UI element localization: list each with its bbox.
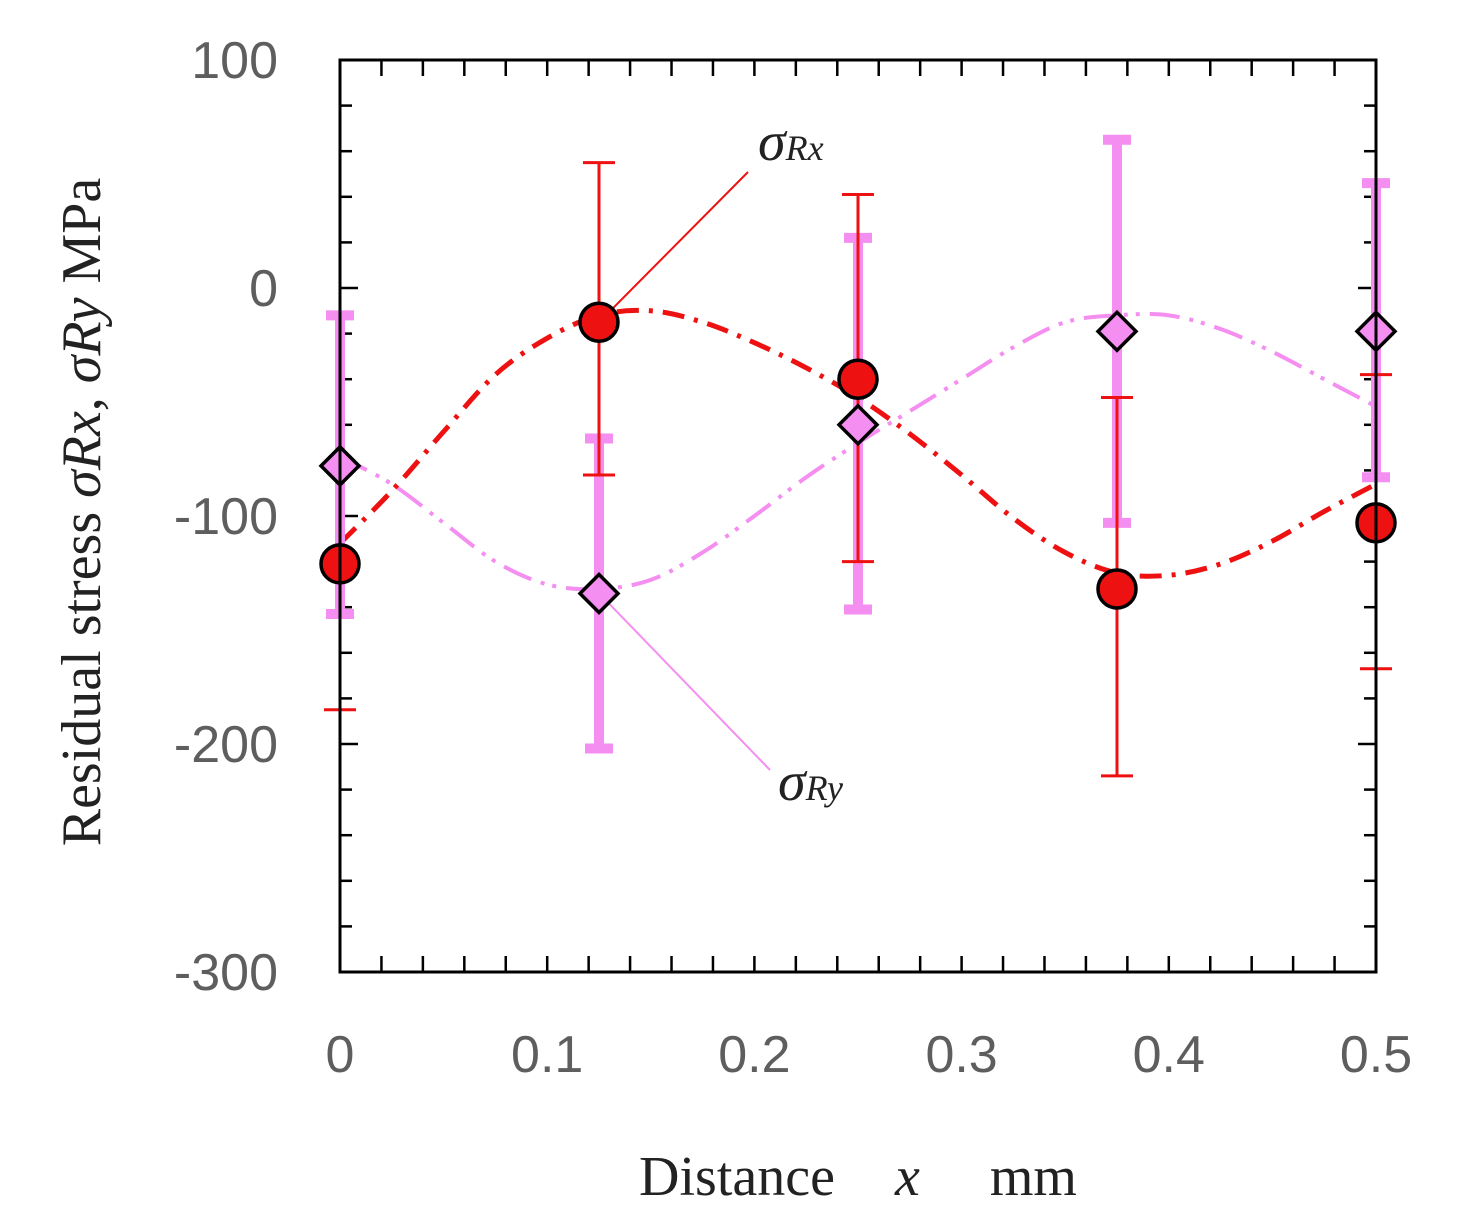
y-tick-label: 0: [249, 260, 278, 318]
series-label-main: σ: [758, 111, 788, 173]
series-label-sub: Ry: [805, 768, 843, 808]
series-label-main: σ: [778, 751, 808, 813]
data-point-sigma-ry: [1095, 309, 1139, 353]
data-markers: [318, 301, 1398, 615]
series-leader-lines: [608, 171, 771, 771]
error-bars: [324, 134, 1392, 778]
leader-line-sigma-rx: [608, 171, 749, 313]
fit-curve-sigma-rx: [338, 307, 1378, 579]
x-tick-label: 0.2: [718, 1026, 790, 1084]
data-point-sigma-ry: [836, 403, 880, 447]
y-tick-label: 100: [191, 32, 278, 90]
x-tick-label: 0.1: [511, 1026, 583, 1084]
x-axis-variable: x: [894, 1146, 920, 1208]
y-axis-label: Residual stress σRx, σRy MPa: [51, 178, 113, 847]
y-tick-label: -100: [174, 488, 278, 546]
series-label-sub: Rx: [785, 128, 824, 168]
data-point-sigma-rx: [578, 301, 620, 343]
series-label-sigma-ry: σRy: [778, 751, 843, 813]
x-tick-label: 0.5: [1340, 1026, 1412, 1084]
x-tick-label: 0: [326, 1026, 355, 1084]
x-tick-labels: 0 0.1 0.2 0.3 0.4 0.5: [326, 1026, 1413, 1084]
series-label-sigma-rx: σRx: [758, 111, 824, 173]
y-tick-label: -200: [174, 716, 278, 774]
y-axis-label-text: Residual stress: [51, 512, 113, 846]
x-tick-label: 0.3: [925, 1026, 997, 1084]
data-point-sigma-rx: [837, 358, 879, 400]
y-tick-labels: 100 0 -100 -200 -300: [174, 32, 278, 1002]
x-axis-unit: mm: [990, 1146, 1077, 1208]
x-axis-label-text: Distance: [639, 1146, 835, 1208]
y-axis-unit: MPa: [51, 178, 113, 284]
leader-line-sigma-ry: [608, 602, 771, 771]
plot-frame: [338, 58, 1378, 974]
y-axis-symbol-y: σRy: [51, 297, 113, 383]
data-point-sigma-rx: [1096, 568, 1138, 610]
data-point-sigma-ry: [577, 572, 621, 615]
y-axis-separator: ,: [51, 383, 113, 411]
x-tick-label: 0.4: [1133, 1026, 1205, 1084]
y-axis-symbol-x: σRx: [51, 411, 113, 498]
y-tick-label: -300: [174, 944, 278, 1002]
x-axis-label: Distance x mm: [639, 1146, 1077, 1208]
